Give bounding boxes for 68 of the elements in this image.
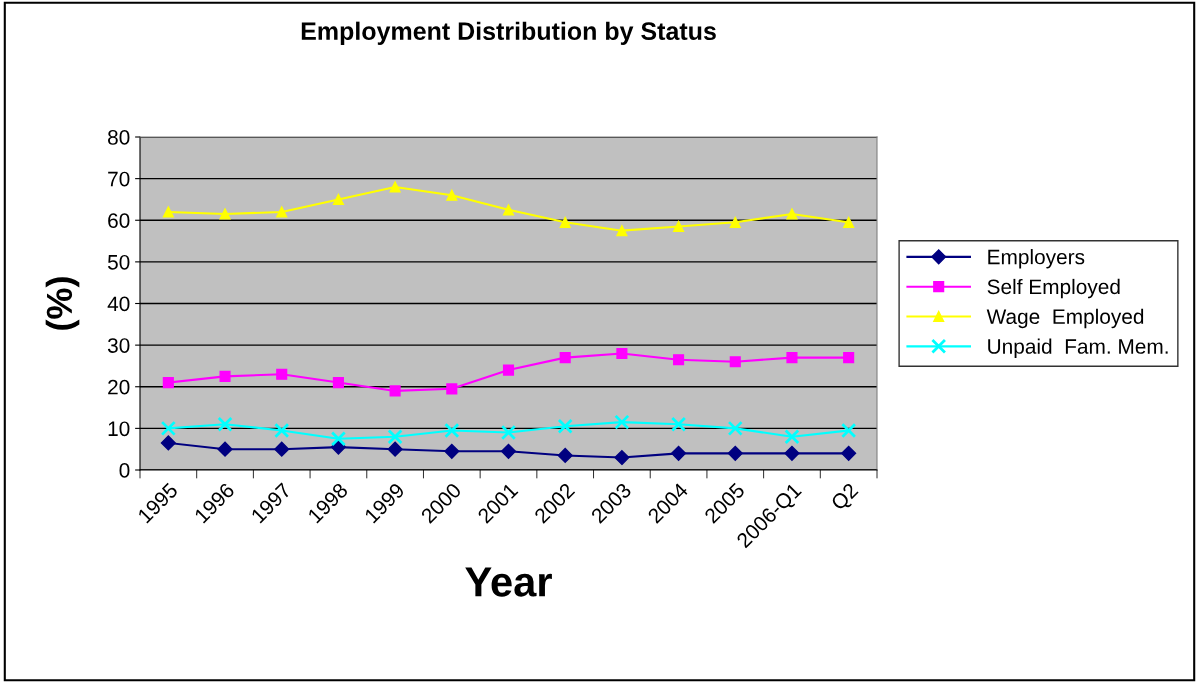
point [673,354,685,366]
point [729,356,741,368]
y-axis-title: (%) [45,277,80,330]
point [274,422,290,439]
point [219,370,231,382]
y-tick-label: 10 [108,421,130,437]
point [614,414,630,430]
point [729,216,741,228]
point [446,189,458,201]
point [727,420,743,437]
point [502,204,515,216]
point [500,443,517,459]
legend-label: Unpaid Fam. Mem. [988,338,1168,358]
point [843,216,855,228]
y-tick-label: 20 [108,379,130,395]
y-tick-label: 30 [107,338,130,353]
point [670,416,687,432]
point [784,445,800,461]
point [162,377,174,389]
y-tick-label: 70 [108,171,130,187]
point [276,368,288,380]
point [559,352,571,364]
point [843,352,855,364]
point [444,443,460,459]
point [559,216,571,228]
point [616,225,628,237]
point [446,383,458,395]
legend-label: Employers [988,249,1085,269]
x-axis-title: Year [465,567,552,597]
point [389,385,401,397]
point [274,441,290,457]
point [276,206,288,218]
point [614,449,630,466]
y-tick-label: 80 [108,130,130,145]
point [500,424,517,441]
point [389,181,401,193]
point [786,352,798,364]
point [332,377,344,389]
point [727,445,743,461]
point [671,445,687,461]
point [162,206,174,218]
point [841,445,857,461]
point [616,347,628,360]
point [332,193,344,205]
y-tick-label: 0 [119,463,130,478]
point [502,364,515,376]
point [330,431,347,447]
point [784,429,800,445]
point [557,447,573,464]
point [217,416,233,432]
y-tick-label: 50 [107,254,130,270]
point [219,208,231,220]
legend-label: Wage Employed [986,308,1144,329]
y-tick-label: 60 [108,213,130,228]
chart-title: Employment Distribution by Status [301,21,716,45]
point [557,418,573,434]
point [387,441,403,457]
point [673,220,685,233]
y-tick-label: 40 [107,296,130,312]
point [841,422,857,439]
point [160,435,176,451]
point [160,420,176,437]
legend-label: Self Employed [987,278,1120,299]
point [444,422,460,439]
point [786,208,798,220]
point [217,441,233,457]
x-tick-label: Q2 [830,482,862,514]
point [387,429,403,445]
